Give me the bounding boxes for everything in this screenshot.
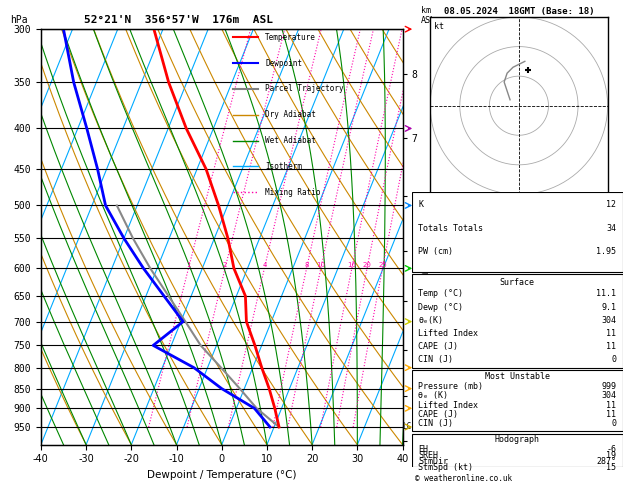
Text: 11: 11 [606, 410, 616, 419]
Text: -6: -6 [606, 445, 616, 454]
Text: PW (cm): PW (cm) [418, 247, 454, 256]
Text: 11.1: 11.1 [596, 290, 616, 298]
Text: Lifted Index: Lifted Index [418, 329, 478, 338]
Text: 15: 15 [606, 463, 616, 472]
Text: Hodograph: Hodograph [495, 435, 540, 444]
Text: kt: kt [434, 22, 444, 31]
Text: Most Unstable: Most Unstable [485, 372, 550, 381]
Text: Isotherm: Isotherm [265, 162, 302, 171]
Text: 1.95: 1.95 [596, 247, 616, 256]
FancyBboxPatch shape [412, 192, 623, 272]
Text: km
ASL: km ASL [421, 6, 436, 25]
Text: Totals Totals: Totals Totals [418, 224, 483, 232]
Y-axis label: Mixing Ratio (g/kg): Mixing Ratio (g/kg) [420, 197, 428, 277]
Text: Temperature: Temperature [265, 33, 316, 42]
Text: Dry Adiabat: Dry Adiabat [265, 110, 316, 119]
Text: 304: 304 [601, 391, 616, 400]
Text: 0: 0 [611, 419, 616, 428]
Text: θₑ (K): θₑ (K) [418, 391, 448, 400]
Title: 08.05.2024  18GMT (Base: 18): 08.05.2024 18GMT (Base: 18) [443, 7, 594, 16]
Text: CAPE (J): CAPE (J) [418, 410, 459, 419]
Text: 11: 11 [606, 342, 616, 351]
Text: 11: 11 [606, 329, 616, 338]
Text: 4: 4 [262, 262, 267, 268]
Text: 19: 19 [606, 451, 616, 460]
Text: SREH: SREH [418, 451, 438, 460]
Text: 10: 10 [316, 262, 325, 268]
Text: © weatheronline.co.uk: © weatheronline.co.uk [415, 474, 512, 483]
Text: CAPE (J): CAPE (J) [418, 342, 459, 351]
Text: hPa: hPa [10, 15, 28, 25]
Text: 1: 1 [186, 262, 191, 268]
Text: 0: 0 [611, 355, 616, 364]
Text: Temp (°C): Temp (°C) [418, 290, 464, 298]
FancyBboxPatch shape [412, 434, 623, 467]
Text: 34: 34 [606, 224, 616, 232]
Text: 8: 8 [304, 262, 309, 268]
Text: CIN (J): CIN (J) [418, 355, 454, 364]
Text: StmDir: StmDir [418, 457, 448, 466]
Text: θₑ(K): θₑ(K) [418, 316, 443, 325]
Text: 304: 304 [601, 316, 616, 325]
Text: Mixing Ratio: Mixing Ratio [265, 188, 321, 196]
Text: Parcel Trajectory: Parcel Trajectory [265, 85, 343, 93]
Text: Lifted Index: Lifted Index [418, 400, 478, 410]
Text: Dewpoint: Dewpoint [265, 59, 302, 68]
Text: Surface: Surface [500, 278, 535, 287]
Text: LCL: LCL [403, 422, 416, 432]
FancyBboxPatch shape [412, 370, 623, 431]
Text: StmSpd (kt): StmSpd (kt) [418, 463, 473, 472]
Text: 2: 2 [223, 262, 227, 268]
Text: Dewp (°C): Dewp (°C) [418, 303, 464, 312]
Text: 9.1: 9.1 [601, 303, 616, 312]
Text: CIN (J): CIN (J) [418, 419, 454, 428]
Text: 999: 999 [601, 382, 616, 391]
Text: 16: 16 [347, 262, 357, 268]
Text: Wet Adiabat: Wet Adiabat [265, 136, 316, 145]
Text: 20: 20 [362, 262, 372, 268]
Text: 12: 12 [606, 200, 616, 209]
Text: K: K [418, 200, 423, 209]
Text: Pressure (mb): Pressure (mb) [418, 382, 483, 391]
FancyBboxPatch shape [412, 274, 623, 368]
Text: 287°: 287° [596, 457, 616, 466]
Text: 11: 11 [606, 400, 616, 410]
X-axis label: Dewpoint / Temperature (°C): Dewpoint / Temperature (°C) [147, 470, 296, 480]
Text: 25: 25 [378, 262, 387, 268]
Text: EH: EH [418, 445, 428, 454]
Text: 52°21'N  356°57'W  176m  ASL: 52°21'N 356°57'W 176m ASL [84, 15, 273, 25]
